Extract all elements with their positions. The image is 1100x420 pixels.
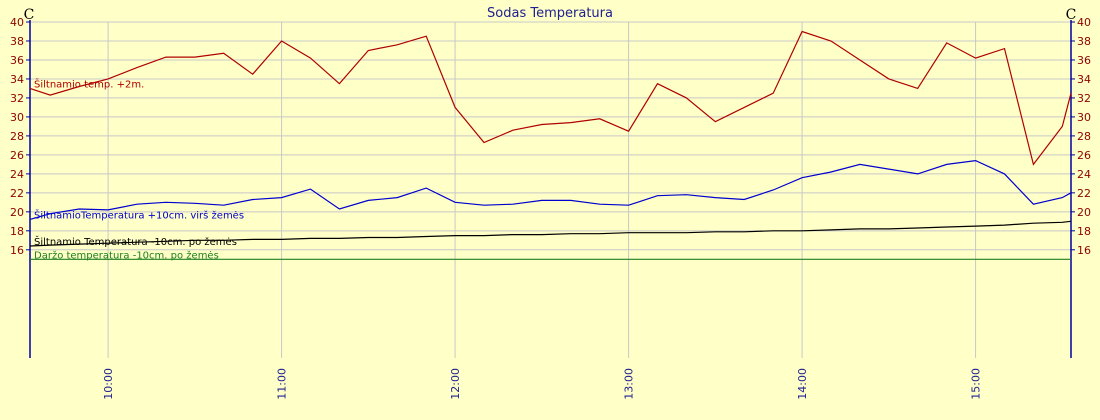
y2-tick-label: 40 [1077, 16, 1091, 29]
y2-axis-label: C [1066, 7, 1077, 23]
y-tick-label: 38 [10, 35, 24, 48]
y-tick-label: 26 [10, 149, 24, 162]
y-tick-label: 18 [10, 225, 24, 238]
x-tick-label: 10:00 [102, 368, 115, 400]
x-tick-label: 12:00 [449, 368, 462, 400]
y-tick-label: 40 [10, 16, 24, 29]
y2-tick-label: 26 [1077, 149, 1091, 162]
y2-tick-label: 22 [1077, 187, 1091, 200]
y2-tick-label: 32 [1077, 92, 1091, 105]
x-tick-label: 14:00 [796, 368, 809, 400]
y2-tick-label: 16 [1077, 244, 1091, 257]
y-tick-label: 20 [10, 206, 24, 219]
y2-tick-label: 30 [1077, 111, 1091, 124]
series-label: Šiltnamio temp. +2m. [34, 77, 144, 90]
y-tick-label: 28 [10, 130, 24, 143]
series-line [29, 159, 1072, 220]
y2-tick-label: 20 [1077, 206, 1091, 219]
y-tick-label: 32 [10, 92, 24, 105]
series-line [29, 30, 1072, 166]
y-tick-label: 24 [10, 168, 24, 181]
y-tick-label: 22 [10, 187, 24, 200]
x-tick-label: 15:00 [970, 368, 983, 400]
y2-tick-label: 36 [1077, 54, 1091, 67]
y-axis-label: C [24, 7, 35, 23]
series-line [29, 220, 1072, 247]
chart-title: Sodas Temperatura [487, 6, 613, 21]
y2-tick-label: 28 [1077, 130, 1091, 143]
y2-tick-label: 24 [1077, 168, 1091, 181]
series-label: Šiltnamio Temperatura -10cm. po žemės [34, 235, 237, 248]
y-tick-label: 30 [10, 111, 24, 124]
y-tick-label: 36 [10, 54, 24, 67]
y-tick-label: 16 [10, 244, 24, 257]
x-tick-label: 13:00 [623, 368, 636, 400]
x-tick-label: 11:00 [276, 368, 289, 400]
series-label: Daržo temperatura -10cm. po žemės [34, 249, 219, 261]
y2-tick-label: 38 [1077, 35, 1091, 48]
y2-tick-label: 34 [1077, 73, 1091, 86]
y2-tick-label: 18 [1077, 225, 1091, 238]
y-tick-label: 34 [10, 73, 24, 86]
series-label: ŠiltnamioTemperatura +10cm. virš žemės [34, 208, 244, 221]
